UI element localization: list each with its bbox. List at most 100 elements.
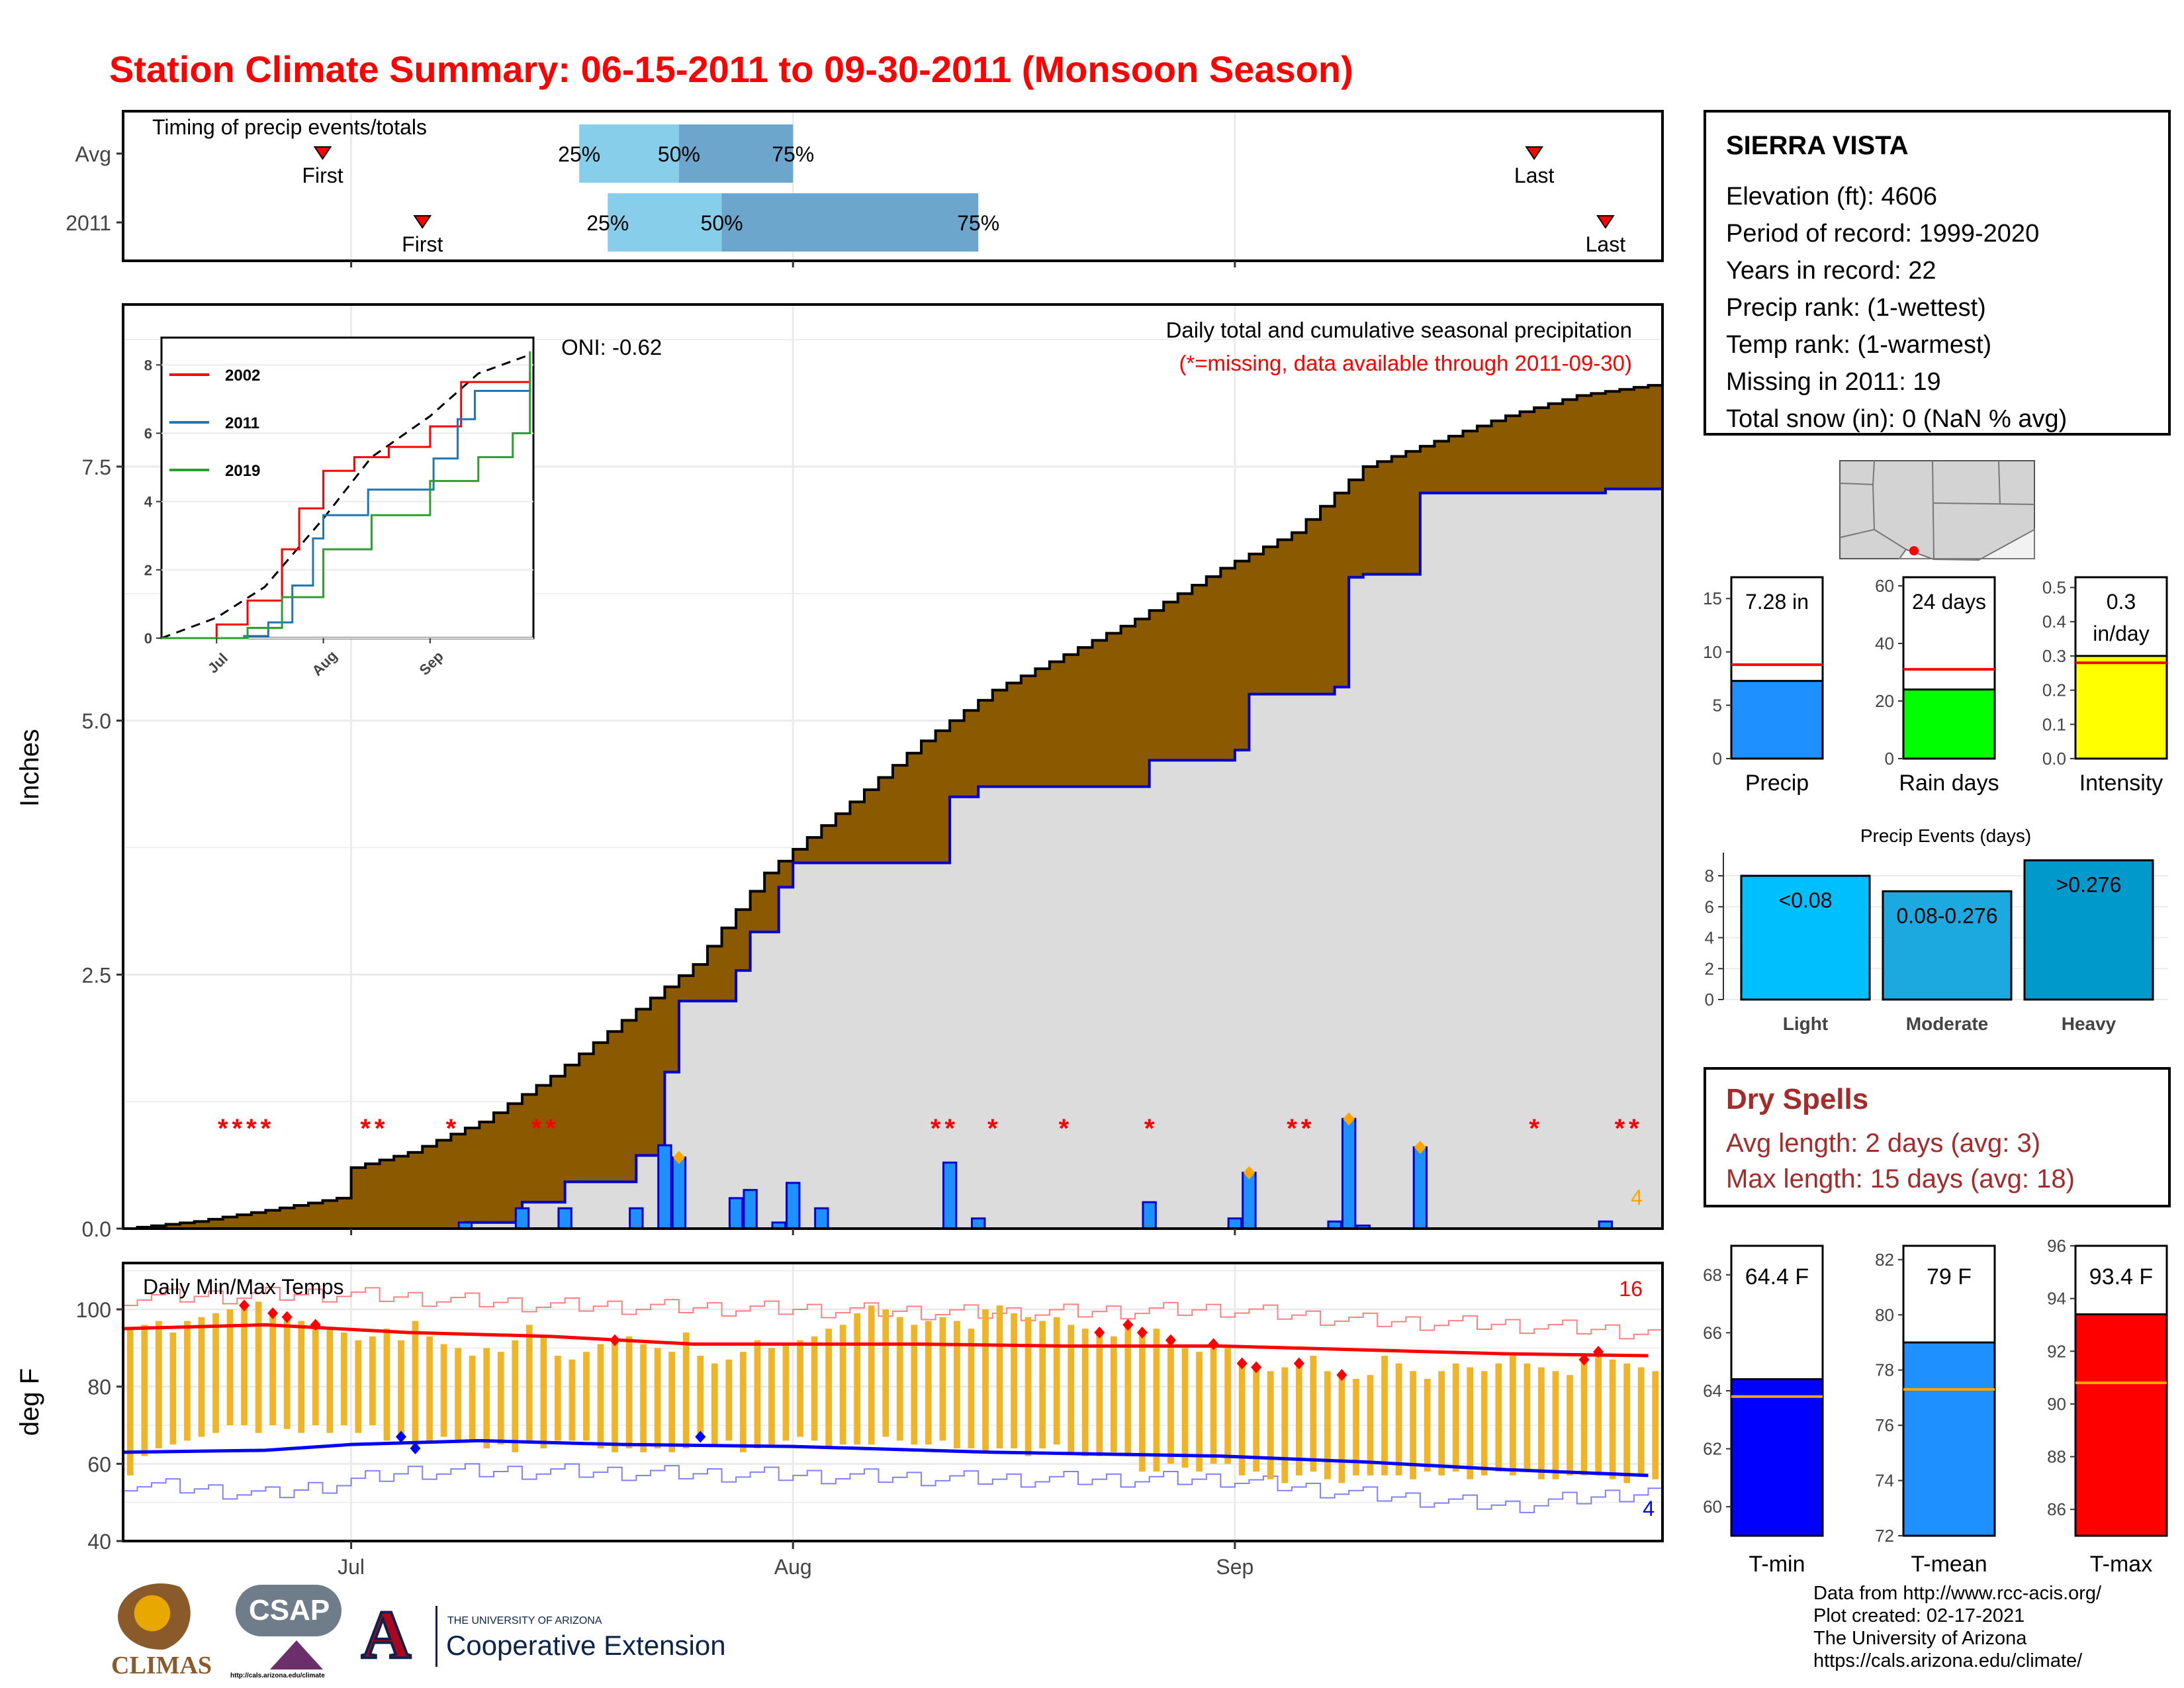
events-tick-label: 4 — [1705, 928, 1714, 948]
csap-wordmark: CSAP — [249, 1594, 330, 1626]
temp-range-bar — [355, 1340, 362, 1433]
temp-range-bar — [1353, 1379, 1359, 1476]
mini-precip-tick-label: 40 — [1875, 633, 1894, 653]
temp-range-bar — [1609, 1359, 1616, 1479]
precip-ylabel: Inches — [15, 729, 44, 807]
station-missing: Missing in 2011: 19 — [1726, 368, 1941, 396]
temp-range-bar — [1224, 1348, 1231, 1464]
temp-range-bar — [383, 1329, 390, 1441]
precip-bar — [514, 1207, 530, 1230]
precip-note: Daily total and cumulative seasonal prec… — [1166, 318, 1632, 342]
temp-ytick-label: 100 — [76, 1298, 111, 1322]
map-mexico — [1898, 528, 2035, 561]
temp-range-bar — [925, 1321, 932, 1445]
inset-legend-label: 2019 — [225, 462, 260, 480]
record-high-marker — [281, 1311, 293, 1323]
temp-xtick-label: Jul — [338, 1555, 365, 1579]
credit-plot-date: Plot created: 02-17-2021 — [1813, 1605, 2025, 1626]
dry-spells-title: Dry Spells — [1726, 1083, 1869, 1115]
inset-legend: 2002 2011 2019 — [169, 367, 260, 480]
max-precip-diamond — [672, 1150, 685, 1164]
inset-ytick-label: 4 — [144, 494, 153, 510]
mini-precip-bar — [2074, 655, 2168, 760]
temp-range-bar — [1438, 1371, 1445, 1476]
mini-precip-tick-label: 0 — [1885, 749, 1894, 769]
temp-range-bar — [939, 1317, 946, 1441]
temp-range-bar — [740, 1352, 747, 1452]
missing-star: * — [246, 1114, 257, 1143]
dry-spells-avg: Avg length: 2 days (avg: 3) — [1726, 1129, 2041, 1158]
temp-title: Daily Min/Max Temps — [143, 1275, 343, 1299]
temp-range-bar — [1167, 1340, 1174, 1464]
oni-label: ONI: -0.62 — [561, 335, 662, 359]
record-high-marker — [1578, 1353, 1590, 1366]
temp-range-bar — [625, 1336, 633, 1448]
precip-bar — [942, 1161, 958, 1230]
temp-range-bar — [1452, 1363, 1459, 1472]
station-precip-rank: Precip rank: (1-wettest) — [1726, 294, 1986, 322]
climas-logo: CLIMAS — [111, 1583, 217, 1683]
missing-star: * — [1144, 1114, 1155, 1143]
temp-range-bar — [198, 1317, 205, 1437]
mini-precip-name: Rain days — [1899, 771, 1999, 796]
temp-corner-top: 16 — [1619, 1277, 1643, 1301]
mini-temp-charts: 60 62 64 66 68 64.4 F T-min 72 74 76 78 80 82 79 F T-m… — [1703, 1236, 2168, 1577]
mini-precip-value-label: in/day — [2093, 622, 2149, 645]
timing-first-label: First — [302, 164, 343, 187]
missing-star: * — [375, 1114, 385, 1143]
record-high-marker — [1094, 1327, 1105, 1338]
temp-range-bar — [455, 1348, 461, 1441]
temp-range-bar — [583, 1352, 590, 1441]
record-high-marker — [1593, 1346, 1604, 1358]
temp-range-bar — [882, 1309, 889, 1437]
temp-range-bar — [1124, 1325, 1132, 1456]
ua-name: THE UNIVERSITY OF ARIZONA — [447, 1615, 602, 1626]
temp-range-bar — [697, 1356, 704, 1437]
record-high-marker — [1293, 1357, 1304, 1370]
inset-ytick-label: 2 — [144, 562, 152, 579]
inset-line-2019 — [161, 351, 531, 639]
record-high-marker — [1336, 1369, 1347, 1382]
missing-star: * — [446, 1114, 457, 1143]
record-high-marker — [1165, 1334, 1176, 1346]
mini-temp-tick-label: 72 — [1875, 1526, 1894, 1546]
max-precip-markers — [672, 1112, 1426, 1180]
temp-range-bar — [868, 1305, 875, 1445]
record-high-marker — [1208, 1338, 1219, 1350]
csap-cloud — [236, 1585, 341, 1636]
temp-range-bar — [896, 1317, 903, 1441]
temp-range-bar — [1567, 1375, 1573, 1476]
temp-range-bar — [283, 1317, 291, 1429]
station-name: SIERRA VISTA — [1726, 131, 1909, 160]
mini-precip-tick-label: 0.0 — [2042, 749, 2066, 769]
temp-range-bar — [1181, 1348, 1189, 1468]
cumulative-2011-area — [123, 487, 1664, 1230]
csap-mountains — [270, 1640, 323, 1669]
temp-range-bar — [398, 1340, 404, 1437]
temp-range-bar — [1367, 1375, 1374, 1476]
tmax-record-line — [122, 1286, 1663, 1340]
temp-range-bar — [269, 1313, 276, 1425]
record-high-marker — [610, 1334, 621, 1346]
temp-range-bar — [854, 1313, 861, 1445]
mini-precip-bar — [1730, 680, 1824, 760]
station-temp-rank: Temp rank: (1-warmest) — [1726, 331, 1992, 359]
mini-temp-tick-label: 88 — [2047, 1447, 2066, 1467]
temp-frame — [122, 1262, 1664, 1542]
temp-range-bar — [1410, 1371, 1416, 1479]
record-high-marker — [1236, 1357, 1248, 1370]
timing-q75-label: 75% — [957, 211, 999, 235]
timing-first-marker — [413, 215, 432, 229]
temp-range-bar — [241, 1305, 248, 1425]
temp-range-bar — [1024, 1317, 1032, 1456]
precip-events-chart: Precip Events (days) 0 2 4 6 8 <0.08 Light 0.08-… — [1705, 825, 2168, 1034]
mini-temp-tick-label: 78 — [1875, 1360, 1894, 1380]
csap-logo: CSAP http://cals.arizona.edu/climate — [230, 1579, 351, 1683]
temp-range-bar — [569, 1359, 576, 1441]
precip-ytick-label: 2.5 — [82, 963, 111, 987]
ua-a-mark: A — [360, 1597, 412, 1673]
events-bar-name: Heavy — [2062, 1013, 2116, 1034]
record-high-marker — [1136, 1327, 1148, 1338]
max-precip-diamond — [1343, 1112, 1355, 1126]
temp-range-bar — [668, 1352, 676, 1452]
